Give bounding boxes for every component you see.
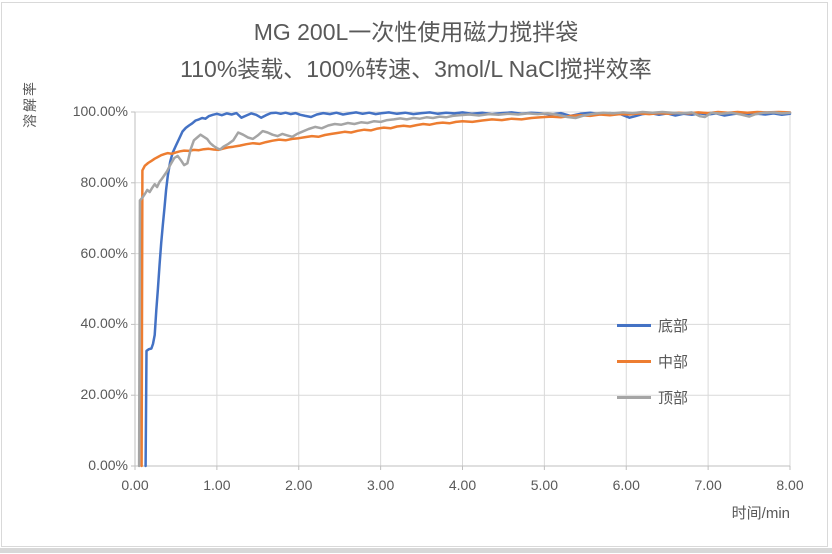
legend-label-middle: 中部 bbox=[658, 353, 689, 371]
y-tick-label: 40.00% bbox=[80, 315, 128, 332]
legend-label-top: 顶部 bbox=[658, 389, 689, 407]
x-tick-label: 0.00 bbox=[121, 477, 149, 493]
legend-item-top: 顶部 bbox=[617, 379, 688, 415]
x-tick-label: 3.00 bbox=[367, 477, 395, 493]
x-tick-label: 4.00 bbox=[448, 477, 477, 493]
legend-item-middle: 中部 bbox=[617, 343, 688, 379]
legend: 底部 中部 顶部 bbox=[617, 307, 688, 415]
chart-title: MG 200L一次性使用磁力搅拌袋 110%装载、100%转速、3mol/L N… bbox=[0, 14, 832, 88]
x-axis-title: 时间/min bbox=[731, 505, 790, 522]
x-tick-label: 2.00 bbox=[285, 477, 313, 493]
x-tick-label: 6.00 bbox=[612, 477, 640, 493]
y-tick-label: 60.00% bbox=[80, 244, 128, 261]
y-tick-label: 0.00% bbox=[88, 457, 128, 473]
x-tick-label: 8.00 bbox=[776, 477, 804, 493]
x-tick-label: 7.00 bbox=[694, 477, 722, 493]
y-tick-label: 20.00% bbox=[80, 386, 128, 403]
series-line-top bbox=[137, 110, 792, 468]
series-line-middle bbox=[140, 110, 792, 468]
series-line-bottom bbox=[144, 111, 792, 468]
chart-title-line2: 110%装载、100%转速、3mol/L NaCl搅拌效率 bbox=[180, 56, 652, 82]
bottom-edge-strip bbox=[0, 548, 832, 553]
x-tick-label: 1.00 bbox=[203, 477, 231, 493]
legend-swatch-top bbox=[617, 395, 651, 399]
legend-item-bottom: 底部 bbox=[617, 307, 688, 343]
x-tick-label: 5.00 bbox=[530, 477, 558, 493]
legend-label-bottom: 底部 bbox=[658, 317, 689, 335]
y-tick-label: 100.00% bbox=[72, 103, 128, 119]
legend-swatch-middle bbox=[617, 359, 651, 363]
chart-title-line1: MG 200L一次性使用磁力搅拌袋 bbox=[253, 19, 579, 45]
legend-swatch-bottom bbox=[617, 323, 651, 327]
y-tick-label: 80.00% bbox=[80, 173, 128, 190]
